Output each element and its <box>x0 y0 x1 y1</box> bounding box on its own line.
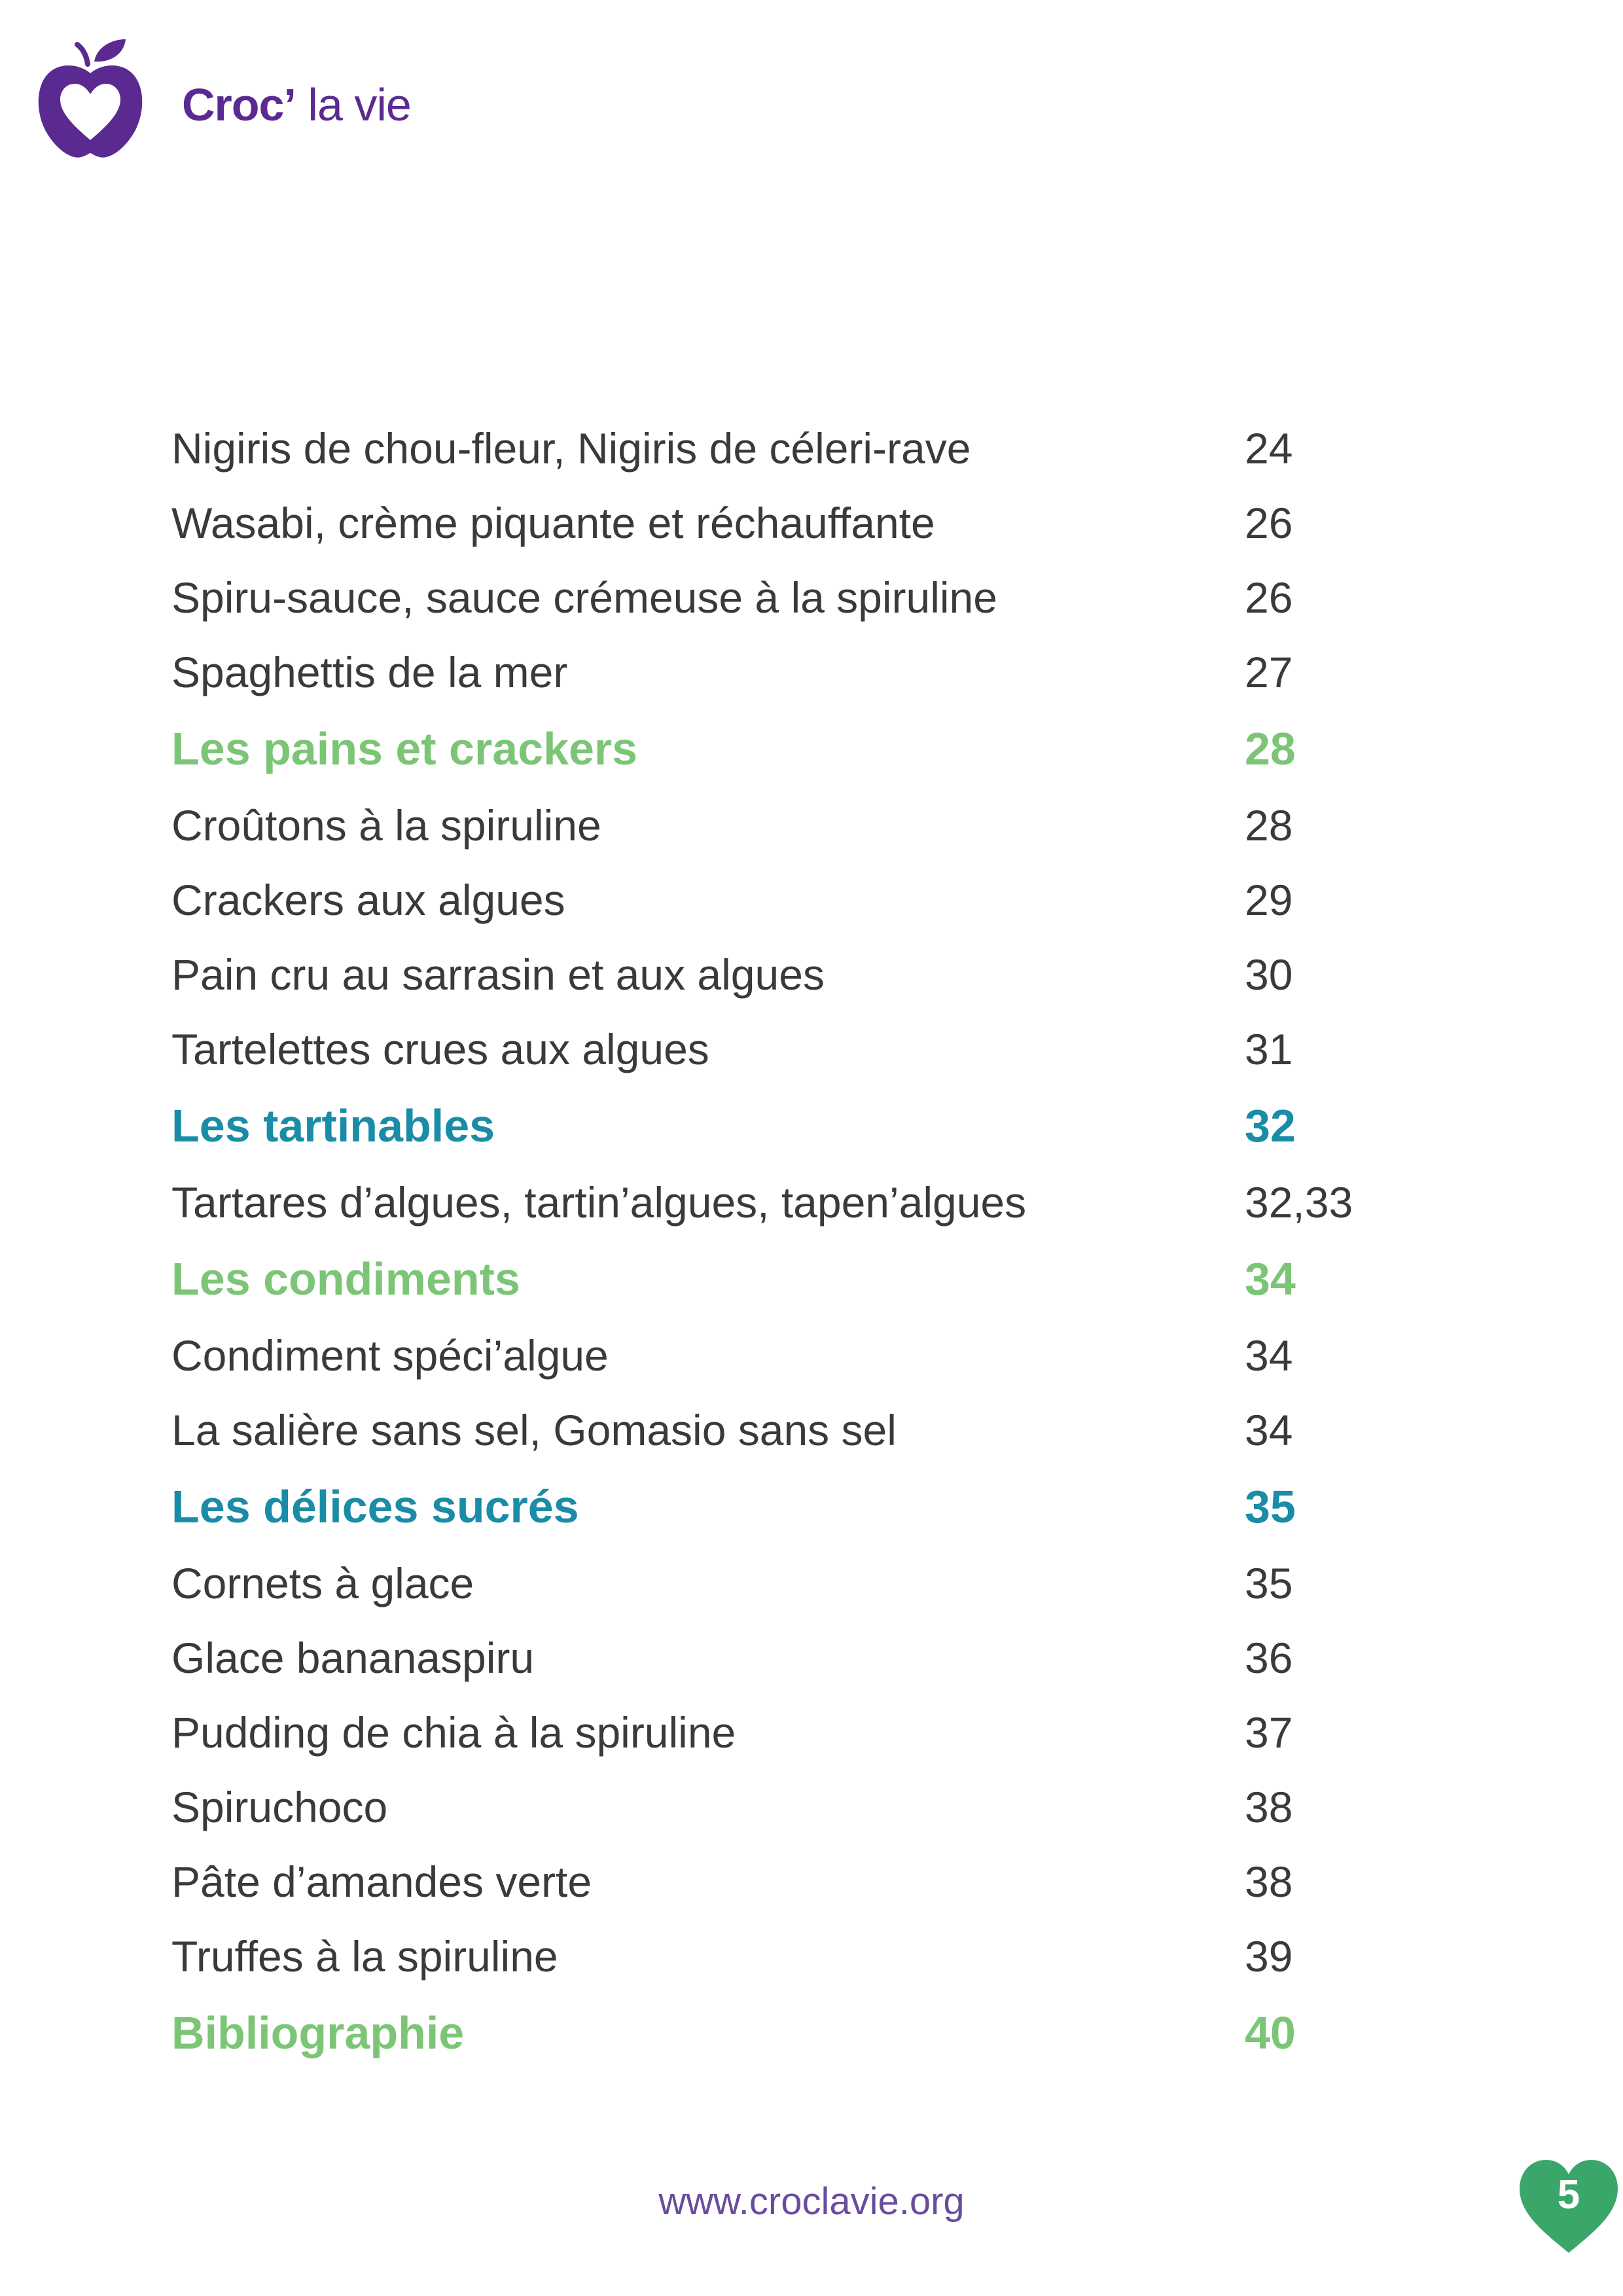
toc-entry[interactable]: Condiment spéci’algue 34 <box>171 1318 1415 1393</box>
toc-section-heading[interactable]: Les pains et crackers 28 <box>171 709 1415 788</box>
heart-icon <box>1520 2160 1618 2253</box>
brand-name-bold: Croc’ <box>182 79 296 130</box>
brand-name: Croc’ la vie <box>182 79 412 131</box>
toc-entry[interactable]: Spiru-sauce, sauce crémeuse à la spiruli… <box>171 560 1415 635</box>
toc-entry-title: Pâte d’amandes verte <box>171 1857 592 1906</box>
toc-entry-page: 38 <box>1245 1857 1293 1906</box>
toc-entry-page: 24 <box>1245 424 1293 473</box>
toc-entry-page: 28 <box>1245 801 1293 850</box>
toc-entry-title: Crackers aux algues <box>171 876 565 924</box>
toc-entry-page: 26 <box>1245 499 1293 547</box>
toc-entry-title: Wasabi, crème piquante et réchauffante <box>171 499 935 547</box>
toc-section-heading[interactable]: Les tartinables 32 <box>171 1086 1415 1165</box>
toc-entry-title: Cornets à glace <box>171 1559 474 1607</box>
brand-header: Croc’ la vie <box>34 33 412 164</box>
toc-entry-page: 37 <box>1245 1708 1293 1757</box>
toc-entry-title: Pudding de chia à la spiruline <box>171 1708 736 1757</box>
toc-entry-page: 32 <box>1245 1100 1296 1151</box>
toc-entry-page: 27 <box>1245 648 1293 696</box>
toc-entry[interactable]: Nigiris de chou-fleur, Nigiris de céleri… <box>171 411 1415 486</box>
toc-entry-title: Les pains et crackers <box>171 723 638 774</box>
table-of-contents: Nigiris de chou-fleur, Nigiris de céleri… <box>171 411 1415 2072</box>
toc-entry-title: Les tartinables <box>171 1100 495 1151</box>
toc-entry[interactable]: Wasabi, crème piquante et réchauffante 26 <box>171 486 1415 560</box>
toc-entry-title: Spiruchoco <box>171 1783 388 1831</box>
website-url[interactable]: www.croclavie.org <box>658 2180 965 2223</box>
toc-entry-page: 34 <box>1245 1331 1293 1380</box>
toc-entry[interactable]: Glace bananaspiru 36 <box>171 1621 1415 1695</box>
toc-entry[interactable]: Pâte d’amandes verte 38 <box>171 1844 1415 1919</box>
page-number-badge: 5 <box>1517 2157 1620 2255</box>
toc-entry[interactable]: Pain cru au sarrasin et aux algues 30 <box>171 937 1415 1012</box>
toc-entry[interactable]: Tartelettes crues aux algues 31 <box>171 1012 1415 1086</box>
toc-entry[interactable]: Croûtons à la spiruline 28 <box>171 788 1415 863</box>
brand-name-light: la vie <box>295 79 411 130</box>
toc-entry-title: Truffes à la spiruline <box>171 1932 558 1981</box>
toc-entry[interactable]: Pudding de chia à la spiruline 37 <box>171 1695 1415 1770</box>
toc-entry-page: 32,33 <box>1245 1178 1353 1227</box>
toc-entry[interactable]: La salière sans sel, Gomasio sans sel 34 <box>171 1393 1415 1467</box>
toc-entry-page: 30 <box>1245 950 1293 999</box>
toc-entry-title: Tartelettes crues aux algues <box>171 1025 709 1073</box>
toc-entry-title: Bibliographie <box>171 2007 465 2058</box>
toc-entry[interactable]: Crackers aux algues 29 <box>171 863 1415 937</box>
toc-entry-title: Spaghettis de la mer <box>171 648 568 696</box>
toc-entry-page: 29 <box>1245 876 1293 924</box>
toc-entry[interactable]: Spiruchoco 38 <box>171 1770 1415 1844</box>
toc-entry-title: Pain cru au sarrasin et aux algues <box>171 950 825 999</box>
toc-entry-title: Les délices sucrés <box>171 1481 579 1532</box>
toc-entry-title: La salière sans sel, Gomasio sans sel <box>171 1406 897 1454</box>
toc-entry-page: 39 <box>1245 1932 1293 1981</box>
toc-entry-page: 34 <box>1245 1253 1296 1304</box>
toc-entry-title: Glace bananaspiru <box>171 1634 535 1682</box>
toc-entry-page: 26 <box>1245 573 1293 622</box>
toc-entry-title: Nigiris de chou-fleur, Nigiris de céleri… <box>171 424 971 473</box>
toc-entry-page: 35 <box>1245 1559 1293 1607</box>
page-number: 5 <box>1557 2172 1580 2217</box>
toc-entry[interactable]: Cornets à glace 35 <box>171 1546 1415 1621</box>
toc-entry-title: Tartares d’algues, tartin’algues, tapen’… <box>171 1178 1027 1227</box>
toc-entry-page: 35 <box>1245 1481 1296 1532</box>
toc-entry[interactable]: Truffes à la spiruline 39 <box>171 1919 1415 1994</box>
toc-entry[interactable]: Spaghettis de la mer 27 <box>171 635 1415 709</box>
toc-entry[interactable]: Tartares d’algues, tartin’algues, tapen’… <box>171 1165 1415 1240</box>
toc-entry-page: 34 <box>1245 1406 1293 1454</box>
toc-entry-title: Condiment spéci’algue <box>171 1331 609 1380</box>
toc-entry-page: 28 <box>1245 723 1296 774</box>
toc-section-heading[interactable]: Bibliographie 40 <box>171 1994 1415 2072</box>
toc-section-heading[interactable]: Les délices sucrés 35 <box>171 1467 1415 1546</box>
toc-entry-title: Les condiments <box>171 1253 520 1304</box>
toc-entry-page: 31 <box>1245 1025 1293 1073</box>
toc-entry-page: 40 <box>1245 2007 1296 2058</box>
toc-entry-page: 38 <box>1245 1783 1293 1831</box>
toc-entry-title: Spiru-sauce, sauce crémeuse à la spiruli… <box>171 573 997 622</box>
apple-heart-icon <box>38 39 143 158</box>
toc-section-heading[interactable]: Les condiments 34 <box>171 1240 1415 1318</box>
toc-entry-title: Croûtons à la spiruline <box>171 801 601 850</box>
toc-entry-page: 36 <box>1245 1634 1293 1682</box>
